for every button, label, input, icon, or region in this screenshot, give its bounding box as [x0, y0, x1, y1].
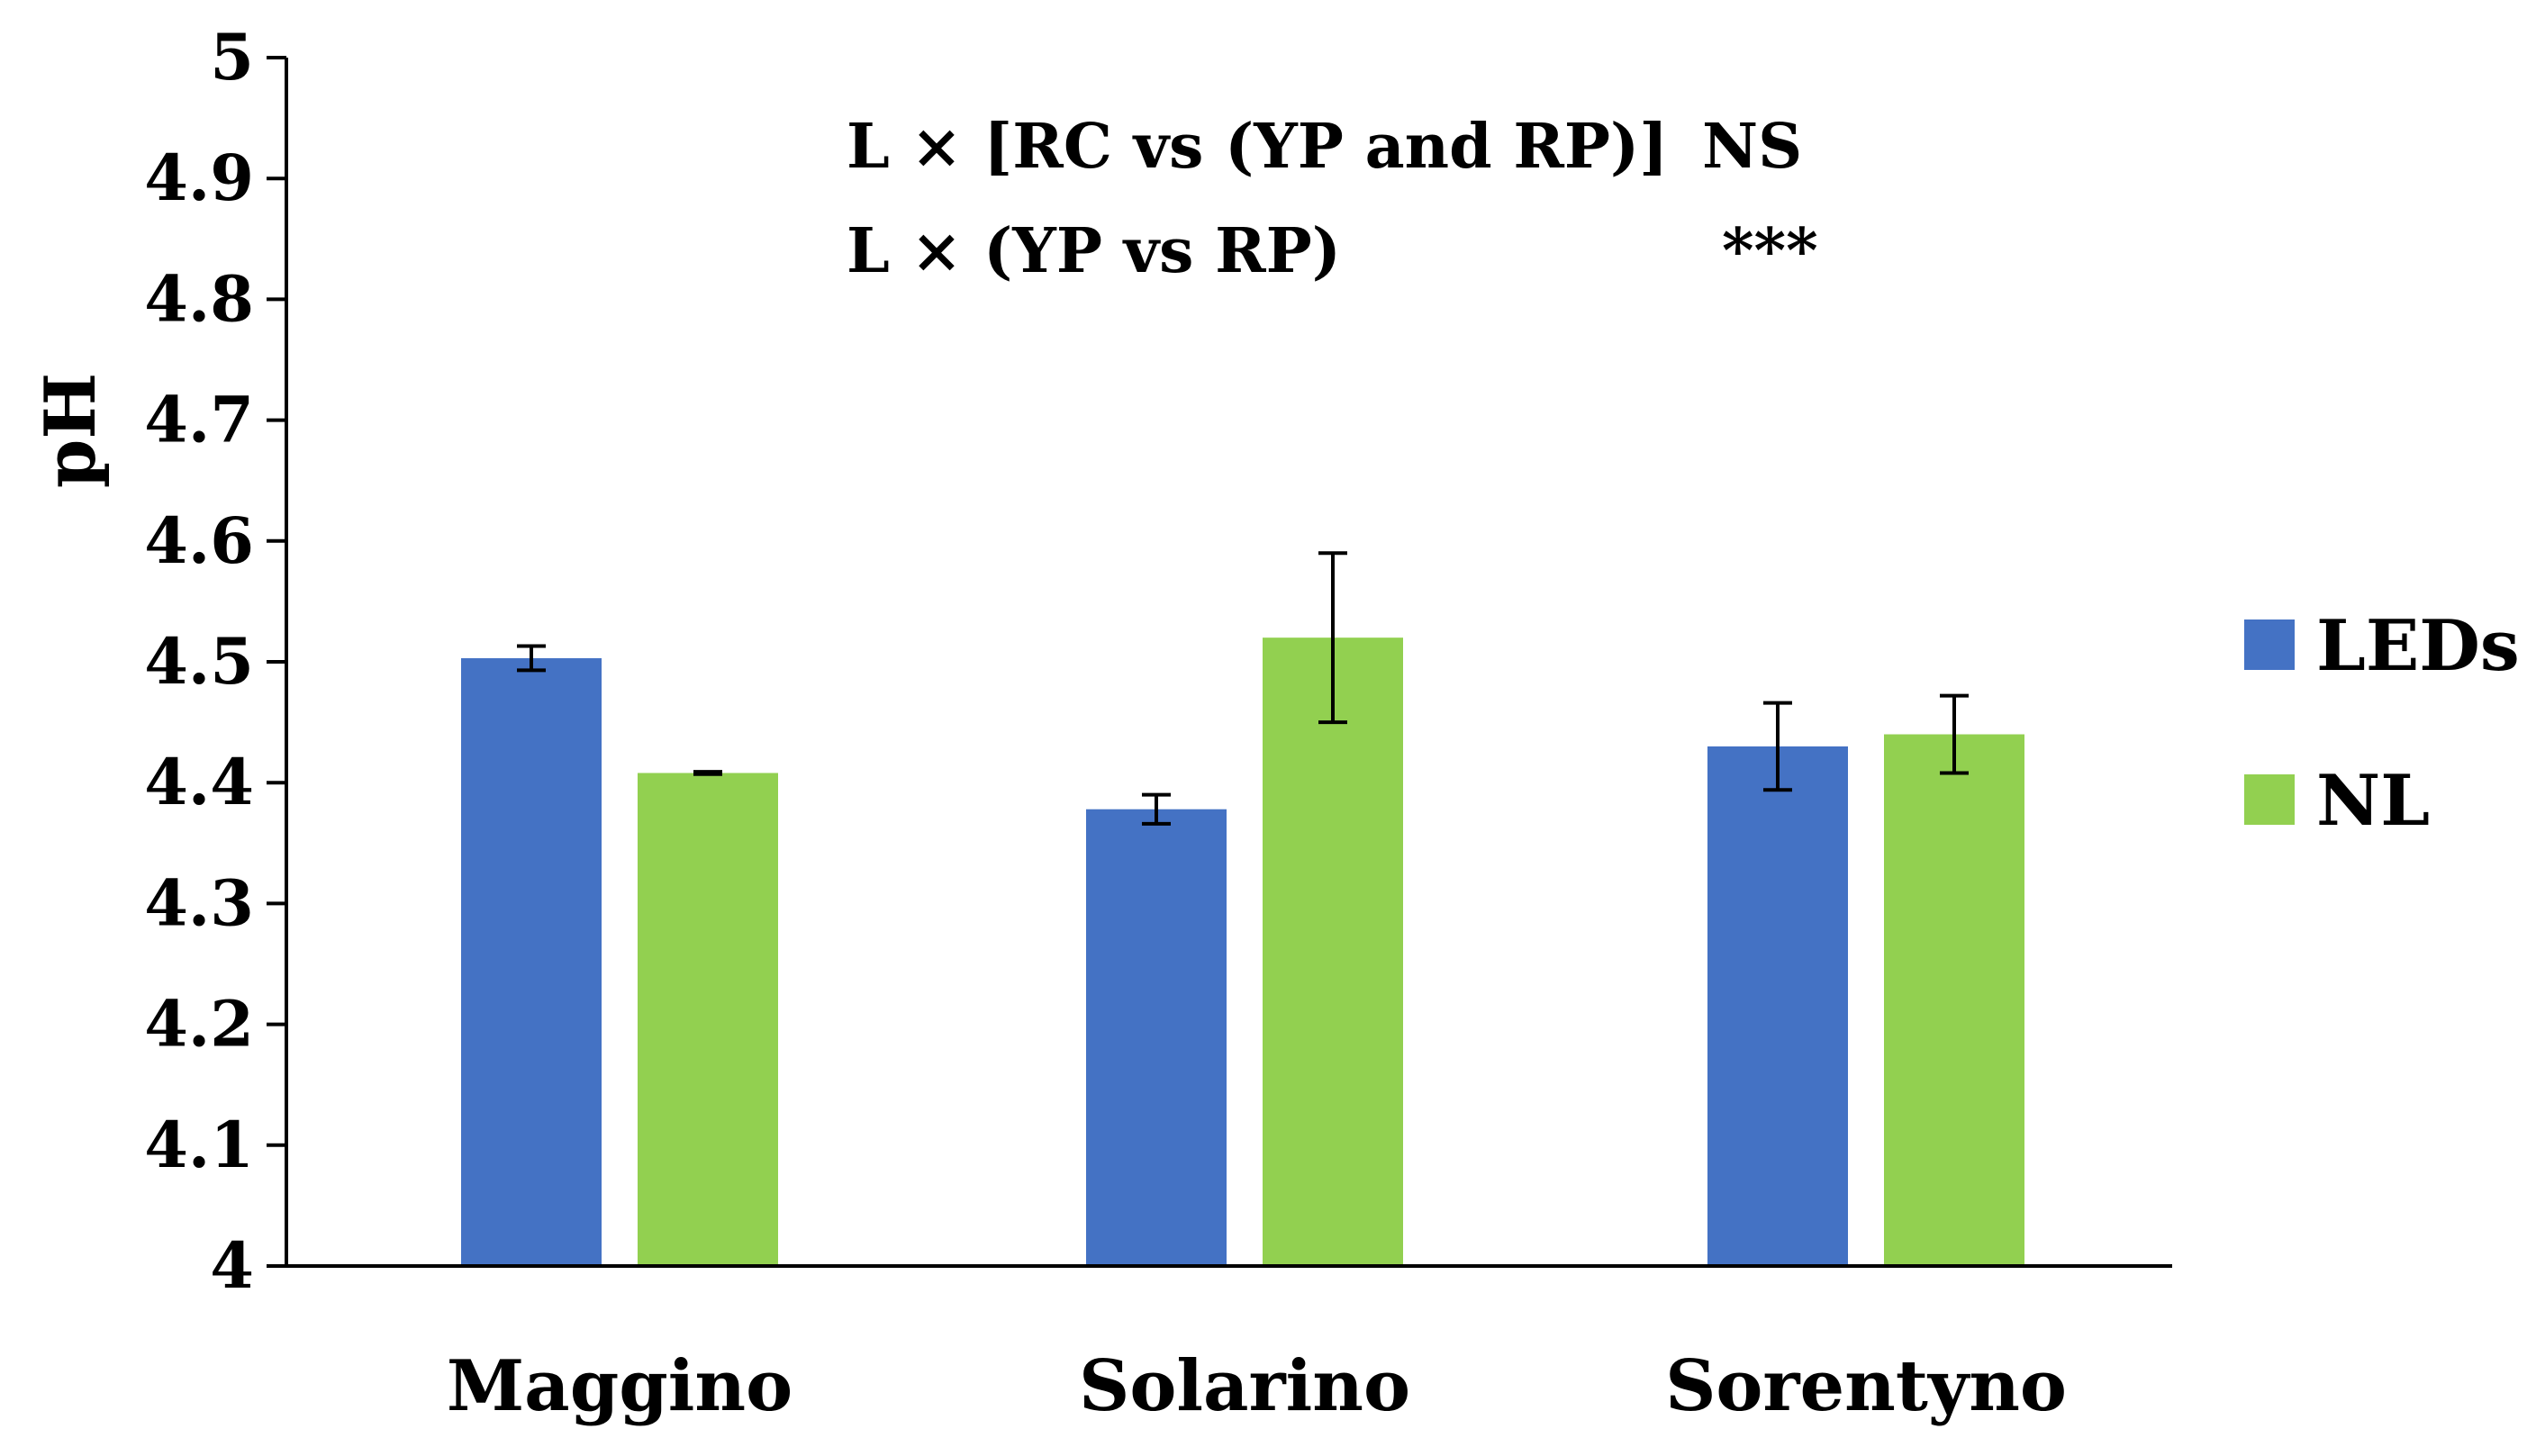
x-tick-label: Solarino	[1079, 1345, 1410, 1427]
y-ticks: 4 4.1 4.2 4.3 4.4 4.5 4.6 4.7 4.8 4.9 5	[144, 20, 286, 1303]
legend-swatch-leds	[2244, 619, 2295, 670]
x-tick-labels: Maggino Solarino Sorentyno	[447, 1345, 2067, 1427]
bars	[461, 638, 2024, 1266]
y-tick-label: 4.2	[144, 987, 254, 1062]
legend-label-leds: LEDs	[2316, 605, 2520, 687]
error-bar-nl-sorentyno	[1940, 693, 1969, 775]
x-tick-label: Maggino	[447, 1345, 792, 1427]
annotations: L × [RC vs (YP and RP)] NS L × (YP vs RP…	[847, 111, 1818, 287]
error-bar-leds-sorentyno	[1763, 701, 1792, 792]
y-tick-label: 4.6	[144, 503, 254, 578]
legend: LEDs NL	[2244, 605, 2520, 842]
bar-nl-sorentyno	[1884, 734, 2024, 1266]
y-axis-title: pH	[30, 373, 112, 488]
legend-swatch-nl	[2244, 774, 2295, 825]
annotation-2-significance: ***	[1722, 215, 1818, 287]
annotation-2-label: L × (YP vs RP)	[847, 215, 1341, 287]
bar-nl-maggino	[638, 773, 778, 1266]
bar-leds-maggino	[461, 657, 602, 1266]
y-tick-label: 4.8	[144, 261, 254, 336]
legend-label-nl: NL	[2316, 760, 2430, 842]
bar-nl-solarino	[1263, 638, 1403, 1266]
error-bar-nl-solarino	[1318, 551, 1347, 725]
y-tick-label: 4.7	[144, 383, 254, 457]
y-tick-label: 4.4	[144, 745, 254, 819]
annotation-1-significance: NS	[1702, 111, 1802, 183]
x-tick-label: Sorentyno	[1665, 1345, 2067, 1427]
bar-leds-solarino	[1086, 809, 1227, 1266]
error-bar-nl-maggino	[693, 770, 722, 776]
y-tick-label: 4	[210, 1228, 254, 1303]
error-bar-leds-solarino	[1142, 792, 1171, 826]
y-tick-label: 4.1	[144, 1108, 254, 1182]
y-tick-label: 5	[210, 20, 254, 95]
annotation-1-label: L × [RC vs (YP and RP)]	[847, 111, 1668, 183]
bar-leds-sorentyno	[1707, 746, 1848, 1266]
y-tick-label: 4.5	[144, 624, 254, 699]
y-tick-label: 4.3	[144, 865, 254, 940]
error-bar-leds-maggino	[517, 644, 546, 673]
y-tick-label: 4.9	[144, 140, 254, 215]
error-bars	[517, 551, 1969, 826]
